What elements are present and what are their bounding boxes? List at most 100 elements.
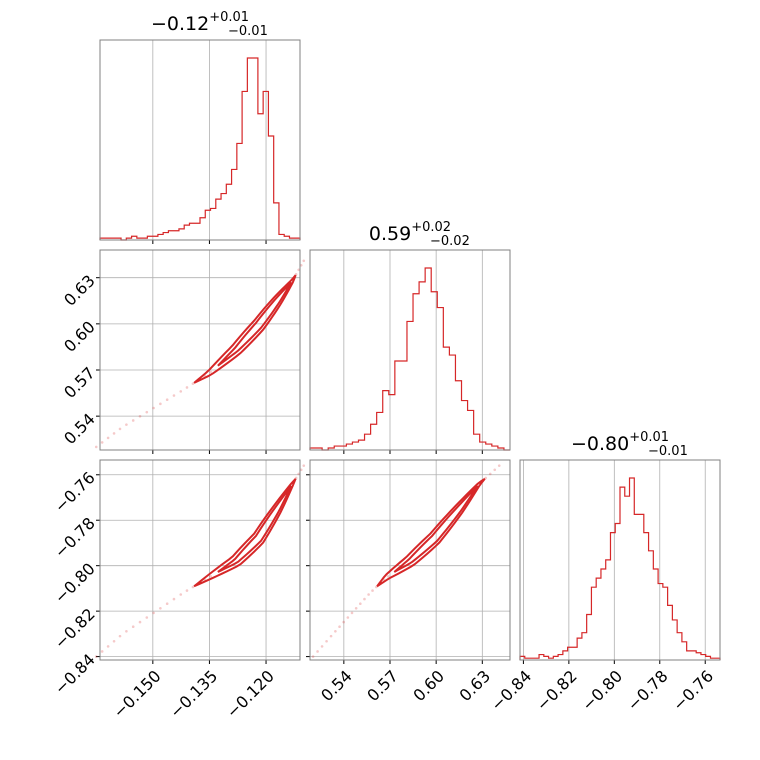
y-tick-label-p2-3: −0.78: [51, 514, 99, 562]
sample-point: [94, 445, 98, 449]
sample-point: [152, 611, 155, 615]
sample-point: [159, 606, 162, 610]
panel-frame: [99, 249, 301, 451]
sample-point: [359, 602, 362, 605]
panel-frame: [519, 459, 721, 661]
y-tick-label-p1-0: 0.54: [60, 410, 99, 449]
y-tick-label-p1-3: 0.63: [60, 271, 99, 310]
sample-point: [497, 464, 501, 467]
panel-2-2: [519, 459, 721, 664]
sample-point: [94, 655, 98, 658]
sample-point: [165, 602, 169, 605]
panel-frame: [99, 39, 301, 241]
panel-0-0: [99, 39, 301, 244]
sample-point: [493, 468, 497, 472]
sample-point: [297, 472, 300, 476]
sample-point: [316, 650, 319, 653]
y-tick-label-p2-1: −0.82: [51, 604, 99, 652]
sample-point: [106, 436, 110, 440]
x-tick-label-p2-0: −0.84: [487, 666, 535, 714]
sample-point: [342, 620, 345, 624]
sample-point: [209, 574, 213, 578]
y-tick-label-p2-2: −0.80: [51, 559, 99, 607]
sample-point: [299, 468, 303, 472]
x-tick-label-p0-2: −0.120: [223, 666, 278, 721]
sample-point: [350, 611, 354, 615]
x-tick-label-p2-2: −0.80: [578, 666, 626, 714]
sample-point: [185, 386, 189, 389]
panel-frame: [309, 459, 511, 661]
x-tick-label-p2-4: −0.76: [669, 666, 717, 714]
sample-point: [179, 593, 183, 596]
sample-point: [363, 597, 366, 601]
x-tick-label-p2-3: −0.78: [624, 666, 672, 714]
sample-point: [334, 630, 337, 633]
sample-point: [100, 650, 104, 653]
sample-point: [325, 639, 328, 643]
sample-point: [159, 402, 162, 406]
title-param-1-minus: −0.02: [430, 234, 470, 249]
title-param-1: 0.59+0.02: [369, 220, 451, 245]
sample-point: [299, 263, 303, 267]
sample-point: [125, 630, 128, 633]
sample-point: [131, 625, 135, 629]
contour-inner: [393, 485, 479, 573]
contour-outer: [376, 477, 486, 588]
sample-point: [112, 432, 116, 435]
sample-point: [354, 606, 358, 610]
panel-frame: [99, 459, 301, 661]
x-tick-label-p0-1: −0.135: [166, 666, 221, 721]
x-tick-label-p1-2: 0.60: [409, 666, 448, 705]
sample-point: [106, 645, 110, 648]
sample-point: [145, 616, 149, 619]
panel-2-1: [306, 459, 511, 664]
contour-outer: [193, 478, 297, 588]
sample-point: [297, 268, 300, 272]
sample-point: [302, 259, 306, 263]
contour-outer: [193, 274, 297, 384]
sample-point: [185, 589, 189, 592]
x-tick-label-p0-0: −0.150: [109, 666, 164, 721]
title-param-2: −0.80+0.01: [571, 430, 669, 455]
sample-point: [172, 394, 176, 397]
sample-point: [484, 476, 488, 480]
panel-1-1: [309, 249, 511, 454]
panel-frame: [309, 249, 511, 451]
sample-point: [338, 625, 341, 629]
sample-point: [125, 423, 128, 426]
histogram-param-0: [99, 57, 301, 241]
sample-point: [488, 472, 492, 476]
sample-point: [209, 370, 213, 374]
sample-point: [386, 574, 390, 578]
sample-point: [118, 427, 122, 431]
sample-point: [371, 589, 374, 592]
sample-point: [172, 597, 176, 601]
title-param-0-minus: −0.01: [228, 24, 268, 39]
title-param-0: −0.12+0.01: [151, 10, 249, 35]
panel-2-0: [94, 459, 306, 664]
panel-1-0: [94, 249, 306, 454]
x-tick-label-p1-0: 0.54: [317, 666, 356, 705]
y-tick-label-p2-0: −0.84: [51, 650, 99, 698]
sample-point: [179, 390, 183, 393]
title-param-2-minus: −0.01: [648, 444, 688, 459]
y-tick-label-p1-2: 0.60: [60, 317, 99, 356]
sample-point: [165, 398, 169, 401]
sample-point: [346, 616, 350, 619]
x-tick-label-p1-1: 0.57: [363, 666, 402, 705]
sample-point: [131, 419, 135, 422]
histogram-param-2: [519, 477, 721, 660]
contour-inner: [217, 485, 293, 573]
histogram-param-1: [309, 267, 510, 451]
sample-point: [118, 634, 122, 638]
sample-point: [191, 382, 195, 385]
sample-point: [138, 415, 142, 418]
contour-inner: [217, 281, 293, 367]
sample-point: [311, 655, 315, 658]
sample-point: [367, 593, 370, 596]
y-tick-label-p1-1: 0.57: [60, 363, 99, 402]
sample-point: [112, 639, 116, 643]
sample-point: [329, 634, 333, 638]
sample-point: [320, 645, 324, 648]
sample-point: [302, 464, 306, 467]
